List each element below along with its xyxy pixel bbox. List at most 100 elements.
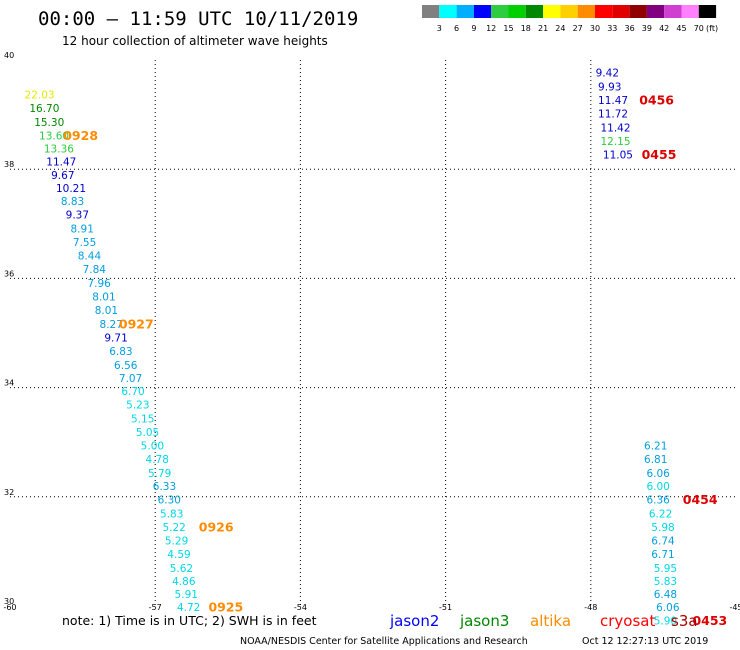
wave-height-value: 5.62 (170, 563, 193, 575)
legend-entry-jason2: jason2 (389, 612, 439, 630)
wave-height-value: 10.21 (56, 183, 86, 195)
wave-height-value: 7.55 (73, 237, 96, 249)
wave-height-value: 6.33 (153, 481, 176, 493)
wave-height-value: 9.93 (598, 81, 621, 93)
wave-height-value: 6.56 (114, 360, 138, 372)
y-tick-label: 40 (4, 51, 14, 60)
wave-height-value: 5.15 (131, 413, 154, 425)
wave-height-value: 4.86 (172, 576, 196, 588)
color-scale-swatch (422, 5, 440, 18)
wave-height-value: 5.29 (165, 536, 188, 548)
wave-height-value: 9.67 (51, 170, 74, 182)
axis-tick-labels: -60 -57 -54 -51 -48 -45 40 38 36 34 32 30 (3, 51, 740, 612)
x-tick-label: -60 (3, 603, 16, 612)
color-scale-swatch (525, 5, 544, 18)
wave-height-value: 6.00 (646, 481, 669, 493)
color-scale-swatch (473, 5, 492, 18)
grid-lines (10, 60, 736, 606)
chart-title: 00:00 – 11:59 UTC 10/11/2019 (38, 8, 358, 30)
x-tick-label: -48 (584, 603, 597, 612)
legend-entry-cryosat: cryosat (600, 612, 655, 630)
wave-height-value: 5.00 (141, 441, 164, 453)
legend-entry-altika: altika (530, 612, 571, 630)
wave-height-value: 9.37 (66, 210, 89, 222)
color-scale-legend: 3 6 9 12 15 18 21 24 27 30 33 36 39 42 45 70 (ft) (422, 5, 718, 33)
y-tick-label: 32 (4, 488, 14, 497)
pass-time-label: 0925 (208, 600, 243, 615)
generation-timestamp: Oct 12 12:27:13 UTC 2019 (582, 636, 708, 647)
wave-height-value: 5.98 (651, 522, 674, 534)
color-scale-swatch (681, 5, 699, 18)
color-scale-swatch (595, 5, 613, 18)
color-scale-label: 39 (642, 24, 652, 33)
color-scale-swatch (543, 5, 561, 18)
color-scale-swatch (560, 5, 578, 18)
color-scale-swatch (612, 5, 630, 18)
pass-time-label: 0928 (63, 128, 98, 143)
color-scale-label: 24 (555, 24, 565, 33)
satellite-legend: jason2 jason3 altika cryosat s3a (389, 612, 698, 630)
color-scale-label: 27 (573, 24, 583, 33)
wave-height-value: 6.83 (109, 346, 132, 358)
pass-time-label: 0456 (639, 92, 674, 107)
wave-height-value: 8.83 (61, 196, 84, 208)
color-scale-unit: (ft) (706, 24, 718, 33)
wave-height-value: 9.42 (596, 68, 619, 80)
color-scale-label: 70 (694, 24, 704, 33)
color-scale-swatch (646, 5, 665, 18)
color-scale-label: 3 (437, 24, 442, 33)
wave-height-value: 6.22 (649, 508, 672, 520)
wave-height-value: 5.83 (654, 576, 677, 588)
color-scale-label: 30 (590, 24, 600, 33)
color-scale-label: 36 (625, 24, 635, 33)
wave-height-value: 5.05 (136, 427, 159, 439)
x-tick-label: -54 (294, 603, 307, 612)
wave-height-value: 15.30 (34, 117, 64, 129)
x-tick-label: -51 (439, 603, 452, 612)
wave-height-value: 5.79 (148, 468, 171, 480)
wave-height-labels: 22.0316.7015.3013.6013.3611.479.6710.218… (25, 68, 680, 628)
y-tick-label: 36 (4, 269, 14, 278)
wave-height-value: 11.42 (600, 122, 630, 134)
units-note: note: 1) Time is in UTC; 2) SWH is in fe… (62, 613, 317, 628)
wave-height-value: 11.05 (603, 150, 633, 162)
color-scale-label: 45 (676, 24, 686, 33)
credit-line: NOAA/NESDIS Center for Satellite Applica… (240, 636, 528, 647)
x-tick-label: -45 (729, 603, 740, 612)
wave-height-value: 8.27 (100, 319, 123, 331)
y-tick-label: 38 (4, 160, 14, 169)
wave-height-value: 5.22 (162, 522, 185, 534)
wave-height-value: 4.78 (146, 454, 169, 466)
wave-height-value: 6.36 (646, 495, 670, 507)
wave-height-value: 5.91 (175, 589, 198, 601)
color-scale-label: 33 (607, 24, 617, 33)
x-tick-label: -57 (149, 603, 162, 612)
color-scale-label: 21 (538, 24, 548, 33)
color-scale-swatch (698, 5, 717, 18)
legend-entry-s3a: s3a (671, 612, 698, 630)
color-scale-label: 6 (454, 24, 459, 33)
color-scale-swatch (456, 5, 474, 18)
wave-height-value: 8.01 (92, 292, 115, 304)
wave-height-value: 8.91 (71, 223, 94, 235)
y-tick-label: 34 (4, 379, 14, 388)
wave-height-value: 5.95 (654, 563, 677, 575)
wave-height-value: 22.03 (25, 89, 55, 101)
pass-time-label: 0455 (642, 147, 677, 162)
color-scale-label: 42 (659, 24, 669, 33)
wave-height-value: 4.72 (177, 602, 200, 614)
wave-height-value: 11.47 (598, 95, 628, 107)
pass-time-labels: 0928 0927 0926 0925 0456 0455 0454 0453 (63, 92, 727, 627)
wave-height-value: 13.36 (44, 144, 74, 156)
chart-subtitle: 12 hour collection of altimeter wave hei… (62, 34, 328, 48)
color-scale-label: 15 (503, 24, 513, 33)
pass-time-label: 0926 (199, 519, 234, 534)
pass-time-label: 0453 (692, 613, 727, 628)
wave-height-value: 4.59 (167, 549, 190, 561)
wave-height-value: 13.60 (39, 130, 69, 142)
color-scale-swatch (629, 5, 647, 18)
wave-height-value: 11.72 (598, 109, 628, 121)
color-scale-swatch (439, 5, 457, 18)
wave-height-value: 6.06 (646, 468, 670, 480)
